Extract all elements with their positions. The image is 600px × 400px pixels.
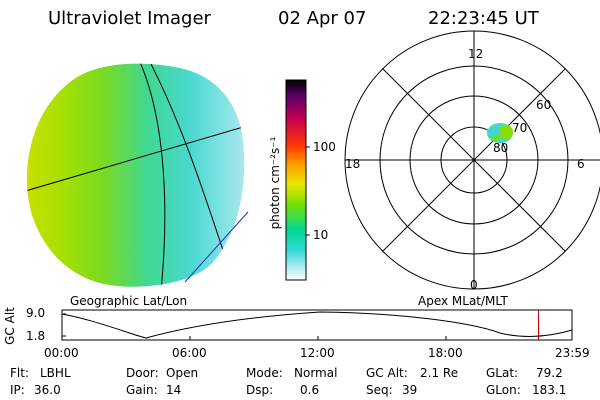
glat-label: GLat:	[486, 366, 519, 380]
auroral-blob	[487, 123, 513, 143]
mlt-label-top: 12	[468, 47, 484, 61]
earth-image	[26, 63, 249, 287]
polar-plot	[344, 30, 600, 290]
flt-label: Flt:	[10, 366, 29, 380]
altitude-ylabel: GC Alt	[3, 307, 17, 345]
gain-label: Gain:	[126, 383, 158, 397]
ip-label: IP:	[10, 383, 25, 397]
mlt-label-right: 6	[577, 157, 585, 171]
dsp-value: 0.6	[300, 383, 320, 397]
colorbar-label: photon cm⁻²s⁻¹	[268, 136, 282, 230]
colorbar	[285, 79, 310, 281]
seq-label: Seq:	[366, 383, 393, 397]
mlt-label-bottom: 0	[470, 278, 478, 292]
polar-panel-label: Apex MLat/MLT	[418, 294, 508, 308]
glon-label: GLon:	[486, 383, 521, 397]
glat-value: 79.2	[536, 366, 563, 380]
glon-value: 183.1	[532, 383, 567, 397]
altitude-xtick-3: 18:00	[428, 346, 463, 360]
door-value: Open	[166, 366, 199, 380]
door-label: Door:	[126, 366, 159, 380]
altitude-xtick-4: 23:59	[555, 346, 590, 360]
mode-label: Mode:	[246, 366, 283, 380]
lat-label-80: 80	[493, 141, 509, 155]
terminator-line	[184, 211, 249, 283]
seq-value: 39	[402, 383, 418, 397]
colorbar-tick-100: 100	[313, 140, 336, 154]
altitude-xtick-0: 00:00	[44, 346, 79, 360]
lat-label-60: 60	[536, 98, 552, 112]
dsp-label: Dsp:	[246, 383, 274, 397]
altitude-ytick-low: 1.8	[26, 329, 46, 343]
flt-value: LBHL	[40, 366, 71, 380]
ip-value: 36.0	[34, 383, 61, 397]
altitude-plot	[61, 309, 573, 341]
time-label: 22:23:45 UT	[428, 8, 539, 29]
altitude-xtick-1: 06:00	[172, 346, 207, 360]
colorbar-tick-10: 10	[313, 228, 329, 242]
current-time-marker	[537, 310, 539, 340]
gcalt-value: 2.1 Re	[420, 366, 459, 380]
mlt-label-left: 18	[345, 157, 361, 171]
date-label: 02 Apr 07	[278, 8, 367, 29]
lat-label-70: 70	[512, 121, 528, 135]
altitude-xtick-2: 12:00	[300, 346, 335, 360]
gain-value: 14	[166, 383, 182, 397]
instrument-title: Ultraviolet Imager	[48, 8, 211, 29]
left-panel-label: Geographic Lat/Lon	[70, 294, 188, 308]
mode-value: Normal	[294, 366, 338, 380]
altitude-ytick-high: 9.0	[26, 306, 46, 320]
gcalt-label: GC Alt:	[366, 366, 408, 380]
